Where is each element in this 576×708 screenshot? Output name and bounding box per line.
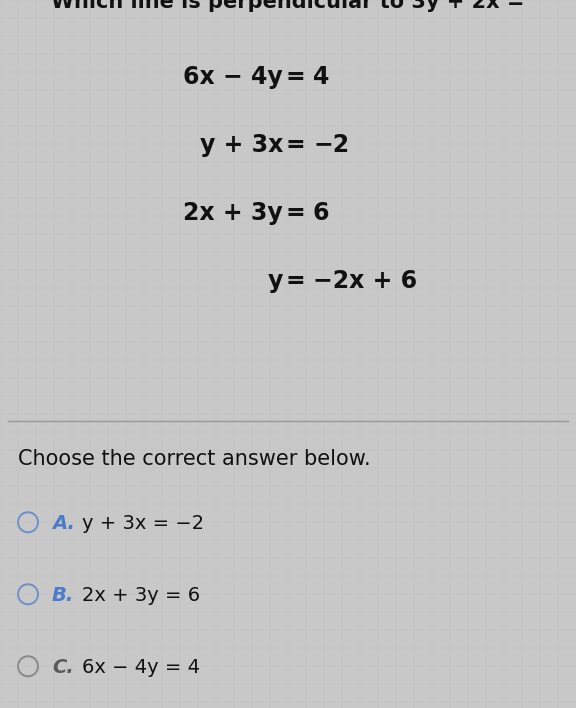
- Text: 4: 4: [313, 65, 329, 89]
- Text: 2x + 3y = 6: 2x + 3y = 6: [82, 586, 200, 605]
- Text: Choose the correct answer below.: Choose the correct answer below.: [18, 450, 370, 469]
- Text: y + 3x: y + 3x: [200, 133, 283, 157]
- Text: =: =: [285, 269, 305, 293]
- Text: =: =: [285, 133, 305, 157]
- Text: A.: A.: [52, 514, 75, 533]
- Text: B.: B.: [52, 586, 74, 605]
- Text: Which line is perpendicular to 3y + 2x =: Which line is perpendicular to 3y + 2x =: [51, 0, 525, 12]
- Text: y: y: [268, 269, 283, 293]
- Text: 6x − 4y = 4: 6x − 4y = 4: [82, 658, 200, 678]
- Text: =: =: [285, 65, 305, 89]
- Text: −2x + 6: −2x + 6: [313, 269, 417, 293]
- Text: y + 3x = −2: y + 3x = −2: [82, 514, 204, 533]
- Text: 2x + 3y: 2x + 3y: [183, 201, 283, 225]
- Text: =: =: [285, 201, 305, 225]
- Text: 6x − 4y: 6x − 4y: [183, 65, 283, 89]
- Text: −2: −2: [313, 133, 349, 157]
- Text: C.: C.: [52, 658, 74, 678]
- Text: 6: 6: [313, 201, 329, 225]
